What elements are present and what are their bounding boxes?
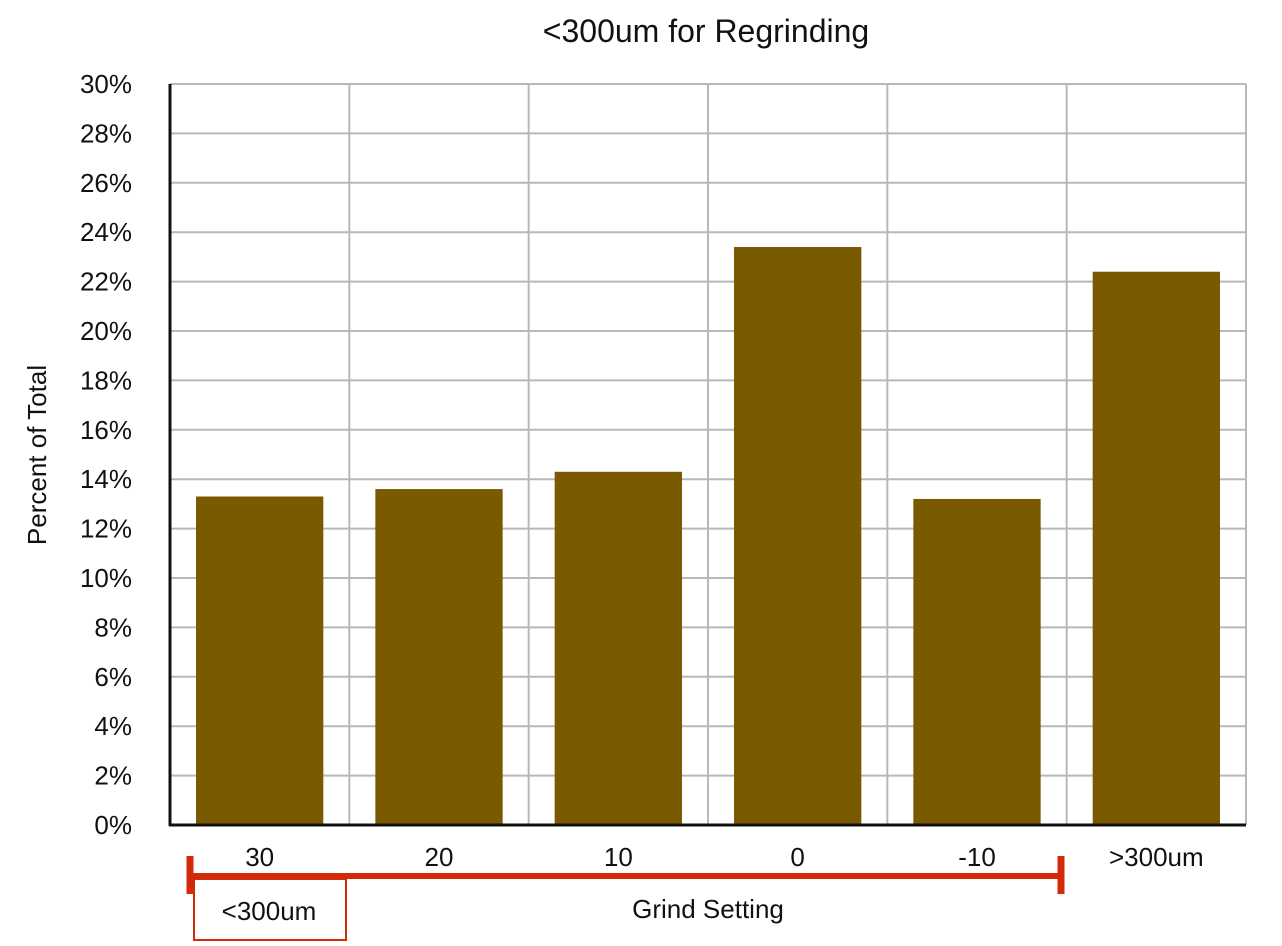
x-tick-labels: 30 20 10 0 -10 >300um <box>245 842 1203 872</box>
bar <box>734 247 862 825</box>
bar <box>913 498 1041 825</box>
y-tick-label: 24% <box>80 217 132 247</box>
bar <box>196 496 324 825</box>
y-tick-label: 10% <box>80 563 132 593</box>
axes <box>168 84 1246 827</box>
x-tick-label: 10 <box>604 842 633 872</box>
bar <box>1092 271 1220 826</box>
x-tick-label: 0 <box>790 842 804 872</box>
y-tick-label: 14% <box>80 464 132 494</box>
annotation-label-box <box>193 878 347 941</box>
annotation-label: <300um <box>222 896 317 926</box>
annotation: <300um <box>186 856 1065 941</box>
y-tick-label: 12% <box>80 514 132 544</box>
x-tick-label: 30 <box>245 842 274 872</box>
bar <box>375 489 503 825</box>
bars <box>196 247 1220 826</box>
grid <box>170 83 1247 825</box>
y-tick-label: 6% <box>94 662 132 692</box>
bar <box>554 471 682 825</box>
chart-title: <300um for Regrinding <box>543 13 869 49</box>
x-axis-label: Grind Setting <box>632 894 784 924</box>
y-tick-label: 22% <box>80 267 132 297</box>
y-tick-label: 20% <box>80 316 132 346</box>
y-tick-label: 30% <box>80 69 132 99</box>
y-tick-labels: 0% 2% 4% 6% 8% 10% 12% 14% 16% 18% 20% 22% 24% 26% 28%… <box>80 69 132 840</box>
y-tick-label: 0% <box>94 810 132 840</box>
x-tick-label: 20 <box>425 842 454 872</box>
y-tick-label: 26% <box>80 168 132 198</box>
y-axis-label: Percent of Total <box>22 365 52 545</box>
y-tick-label: 2% <box>94 761 132 791</box>
y-tick-label: 18% <box>80 365 132 395</box>
x-tick-label: >300um <box>1109 842 1204 872</box>
x-tick-label: -10 <box>958 842 996 872</box>
y-tick-label: 8% <box>94 612 132 642</box>
y-tick-label: 4% <box>94 711 132 741</box>
y-tick-label: 16% <box>80 415 132 445</box>
y-tick-label: 28% <box>80 118 132 148</box>
